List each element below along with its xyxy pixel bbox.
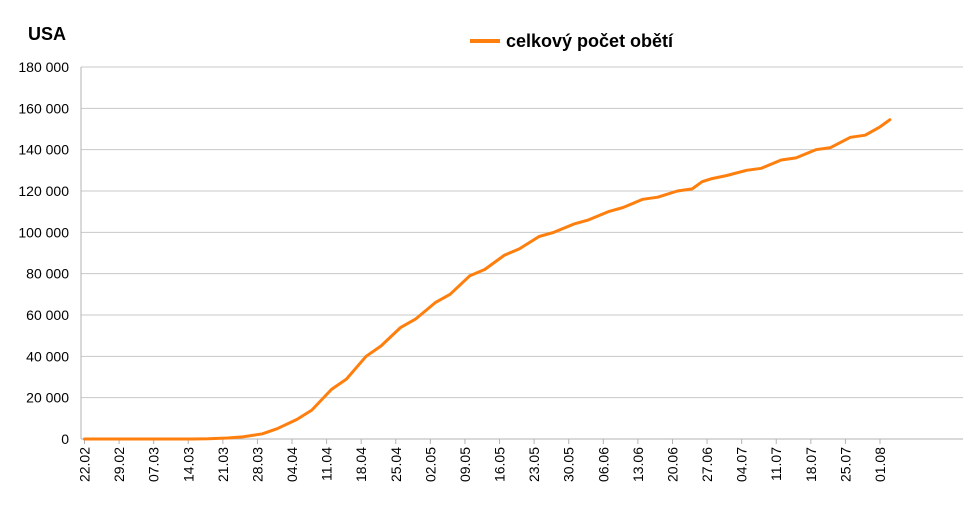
x-tick-label: 04.04: [284, 447, 300, 482]
y-tick-label: 20 000: [26, 390, 69, 406]
x-tick-label: 01.08: [872, 447, 888, 482]
x-tick-label: 16.05: [492, 447, 508, 482]
legend-label: celkový počet obětí: [506, 31, 674, 51]
x-tick-label: 18.04: [353, 447, 369, 482]
y-tick-label: 160 000: [18, 100, 69, 116]
x-tick-label: 11.04: [319, 447, 335, 481]
x-tick-label: 23.05: [526, 447, 542, 482]
y-tick-label: 180 000: [18, 59, 69, 75]
x-tick-label: 04.07: [734, 447, 750, 482]
x-tick-label: 20.06: [664, 447, 680, 482]
x-axis: 22.02 29.02 07.03 14.03 21.03 28.03 04.04 11.04…: [77, 439, 888, 482]
y-tick-label: 0: [61, 431, 69, 447]
x-tick-label: 11.07: [768, 447, 784, 481]
y-tick-label: 100 000: [18, 224, 69, 240]
x-tick-label: 14.03: [180, 447, 196, 482]
x-tick-label: 28.03: [249, 447, 265, 482]
series-line: [83, 118, 892, 441]
x-tick-label: 22.02: [77, 447, 93, 482]
series-layer: [83, 118, 892, 441]
x-tick-label: 25.07: [837, 447, 853, 482]
legend: celkový počet obětí: [470, 31, 674, 51]
x-tick-label: 18.07: [803, 447, 819, 482]
x-tick-label: 09.05: [457, 447, 473, 482]
x-tick-label: 30.05: [561, 447, 577, 482]
grid: [80, 66, 963, 440]
y-tick-label: 120 000: [18, 183, 69, 199]
y-axis: 0 20 000 40 000 60 000 80 000 100 000 120 000 1…: [18, 59, 69, 447]
x-tick-label: 27.06: [699, 447, 715, 482]
x-tick-label: 29.02: [111, 447, 127, 482]
chart-title: USA: [28, 24, 66, 44]
x-tick-label: 02.05: [422, 447, 438, 482]
x-tick-label: 06.06: [595, 447, 611, 482]
y-tick-label: 40 000: [26, 348, 69, 364]
x-tick-label: 21.03: [215, 447, 231, 482]
x-tick-label: 25.04: [388, 447, 404, 482]
x-tick-label: 13.06: [630, 447, 646, 482]
y-tick-label: 60 000: [26, 307, 69, 323]
y-tick-label: 140 000: [18, 142, 69, 158]
x-tick-label: 07.03: [146, 447, 162, 482]
y-tick-label: 80 000: [26, 266, 69, 282]
